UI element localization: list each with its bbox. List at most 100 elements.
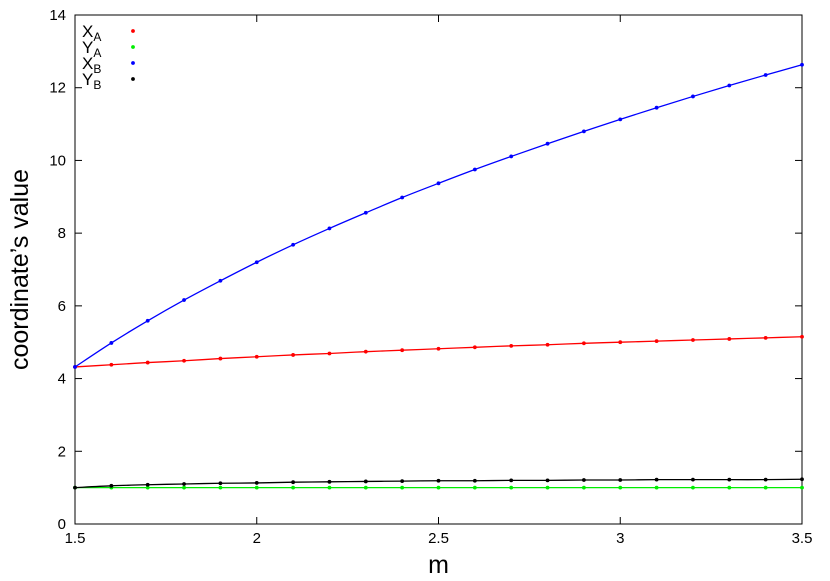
data-point bbox=[73, 485, 77, 490]
data-point bbox=[582, 129, 586, 134]
legend-marker bbox=[131, 61, 135, 65]
data-point bbox=[327, 479, 332, 484]
data-point bbox=[436, 181, 441, 186]
data-point bbox=[327, 485, 332, 490]
data-point bbox=[218, 481, 223, 486]
legend-label-main: X bbox=[82, 54, 93, 73]
legend-label-main: X bbox=[82, 22, 93, 41]
data-point bbox=[182, 358, 186, 363]
ticks-group: 1.5 2 2.5 3 3.5 0 2 4 6 8 10 12 14 bbox=[49, 7, 812, 547]
data-point bbox=[363, 485, 368, 490]
data-point bbox=[509, 343, 514, 348]
x-axis-title: m bbox=[428, 551, 449, 579]
series-yb bbox=[73, 477, 804, 490]
data-point bbox=[400, 479, 405, 483]
y-tick-label: 0 bbox=[58, 516, 66, 533]
legend-marker bbox=[131, 29, 135, 33]
data-point bbox=[182, 485, 186, 490]
data-point bbox=[145, 482, 150, 487]
plot-frame bbox=[74, 14, 803, 525]
data-point bbox=[654, 485, 659, 490]
y-axis-title: coordinate’s value bbox=[6, 169, 34, 370]
data-point bbox=[291, 485, 295, 490]
data-point bbox=[763, 73, 768, 77]
data-point bbox=[109, 483, 114, 488]
data-point bbox=[545, 342, 550, 347]
x-tick-label: 2 bbox=[253, 530, 261, 547]
y-tick-label: 12 bbox=[49, 80, 66, 97]
legend-item: XB bbox=[82, 54, 135, 76]
data-point bbox=[727, 485, 732, 490]
y-tick-label: 14 bbox=[49, 7, 66, 24]
data-point bbox=[145, 360, 150, 365]
data-point bbox=[691, 485, 695, 490]
data-point bbox=[691, 338, 695, 342]
data-point bbox=[254, 260, 259, 265]
data-point bbox=[472, 478, 477, 483]
data-point bbox=[618, 478, 623, 482]
x-tick-label: 3 bbox=[616, 530, 624, 547]
data-point bbox=[363, 349, 368, 354]
data-point bbox=[73, 365, 77, 369]
y-tick-label: 6 bbox=[58, 298, 66, 315]
y-tick-label: 2 bbox=[58, 443, 66, 460]
legend-marker bbox=[131, 77, 135, 81]
data-point bbox=[545, 478, 550, 483]
data-point bbox=[472, 485, 477, 490]
series-xa bbox=[73, 334, 804, 369]
legend-marker bbox=[131, 45, 135, 49]
data-point bbox=[582, 478, 586, 482]
legend-label-subscript: B bbox=[93, 62, 101, 76]
data-point bbox=[363, 479, 368, 484]
data-point bbox=[763, 477, 768, 482]
data-point bbox=[109, 341, 114, 345]
data-point bbox=[582, 341, 586, 346]
data-point bbox=[654, 477, 659, 482]
legend-label: YB bbox=[82, 70, 101, 92]
legend-label: XB bbox=[82, 54, 101, 76]
data-point bbox=[109, 362, 114, 367]
data-point bbox=[763, 335, 768, 340]
data-point bbox=[327, 226, 332, 231]
data-point bbox=[400, 348, 405, 353]
legend-label: YA bbox=[82, 38, 101, 60]
y-tick-label: 8 bbox=[58, 225, 66, 242]
data-point bbox=[763, 485, 768, 490]
data-point bbox=[145, 485, 150, 490]
data-point bbox=[800, 62, 804, 67]
data-point bbox=[545, 141, 550, 146]
data-point bbox=[291, 353, 295, 357]
data-point bbox=[509, 485, 514, 490]
y-tick-label: 10 bbox=[49, 152, 66, 169]
data-point bbox=[436, 346, 441, 351]
data-point bbox=[800, 485, 804, 490]
legend-item: XA bbox=[82, 22, 135, 44]
data-point bbox=[400, 485, 405, 490]
data-point bbox=[218, 485, 223, 490]
plot-frame-group bbox=[74, 14, 803, 525]
data-point bbox=[291, 480, 295, 485]
data-point bbox=[509, 478, 514, 483]
data-point bbox=[800, 477, 804, 482]
data-point bbox=[145, 318, 150, 323]
legend-label-subscript: A bbox=[93, 46, 101, 60]
x-tick-label: 2.5 bbox=[428, 530, 449, 547]
data-point bbox=[291, 242, 295, 247]
data-point bbox=[436, 478, 441, 483]
data-point bbox=[509, 154, 514, 159]
data-point bbox=[727, 83, 732, 88]
data-point bbox=[800, 334, 804, 339]
data-point bbox=[691, 477, 695, 482]
data-point bbox=[182, 298, 186, 302]
data-point bbox=[691, 94, 695, 99]
data-point bbox=[218, 356, 223, 361]
data-point bbox=[727, 337, 732, 341]
legend-item: YB bbox=[82, 70, 135, 92]
data-point bbox=[182, 482, 186, 486]
data-point bbox=[545, 485, 550, 490]
data-point bbox=[400, 195, 405, 200]
x-tick-label: 3.5 bbox=[792, 530, 813, 547]
data-point bbox=[218, 278, 223, 283]
legend-label: XA bbox=[82, 22, 101, 44]
